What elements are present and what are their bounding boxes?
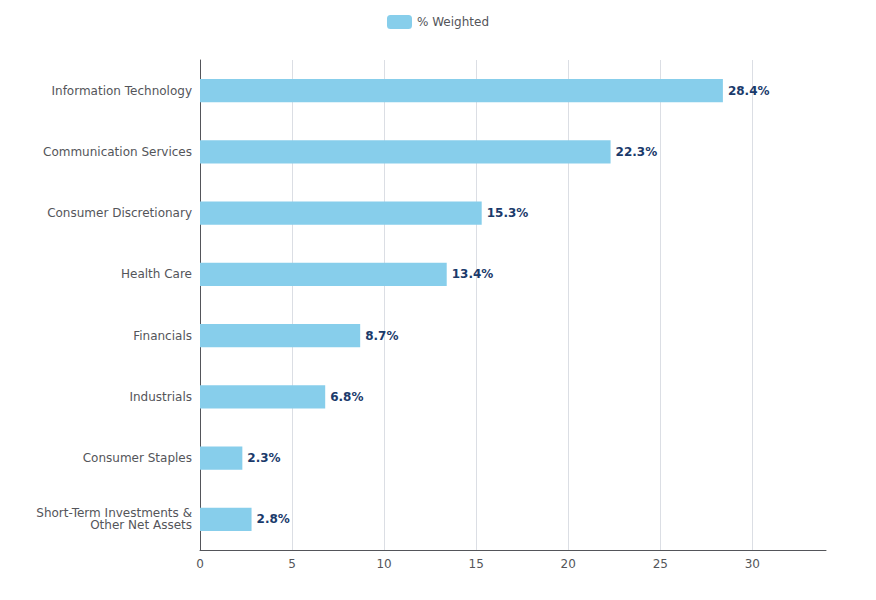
svg-text:22.3%: 22.3%	[616, 145, 658, 159]
svg-text:5: 5	[288, 557, 296, 571]
svg-text:Health Care: Health Care	[121, 267, 192, 281]
svg-text:Financials: Financials	[133, 329, 192, 343]
svg-text:Short-Term Investments &: Short-Term Investments &	[36, 506, 192, 521]
svg-text:Information Technology: Information Technology	[52, 84, 193, 98]
svg-text:15: 15	[469, 557, 484, 571]
svg-text:Industrials: Industrials	[129, 390, 192, 404]
svg-text:0: 0	[196, 557, 204, 571]
svg-text:6.8%: 6.8%	[330, 390, 363, 404]
svg-text:Other Net Assets: Other Net Assets	[90, 518, 192, 532]
svg-text:30: 30	[745, 557, 760, 571]
svg-text:25: 25	[653, 557, 668, 571]
svg-text:2.3%: 2.3%	[247, 451, 280, 465]
svg-text:Consumer Discretionary: Consumer Discretionary	[47, 206, 192, 220]
svg-text:28.4%: 28.4%	[728, 84, 770, 98]
svg-text:10: 10	[376, 557, 391, 571]
svg-text:% Weighted: % Weighted	[417, 15, 489, 29]
svg-text:Communication Services: Communication Services	[43, 145, 192, 159]
svg-text:8.7%: 8.7%	[365, 329, 398, 343]
svg-text:Consumer Staples: Consumer Staples	[83, 451, 192, 465]
svg-text:2.8%: 2.8%	[257, 512, 290, 526]
svg-text:15.3%: 15.3%	[487, 206, 529, 220]
svg-text:20: 20	[561, 557, 576, 571]
svg-text:13.4%: 13.4%	[452, 267, 494, 281]
